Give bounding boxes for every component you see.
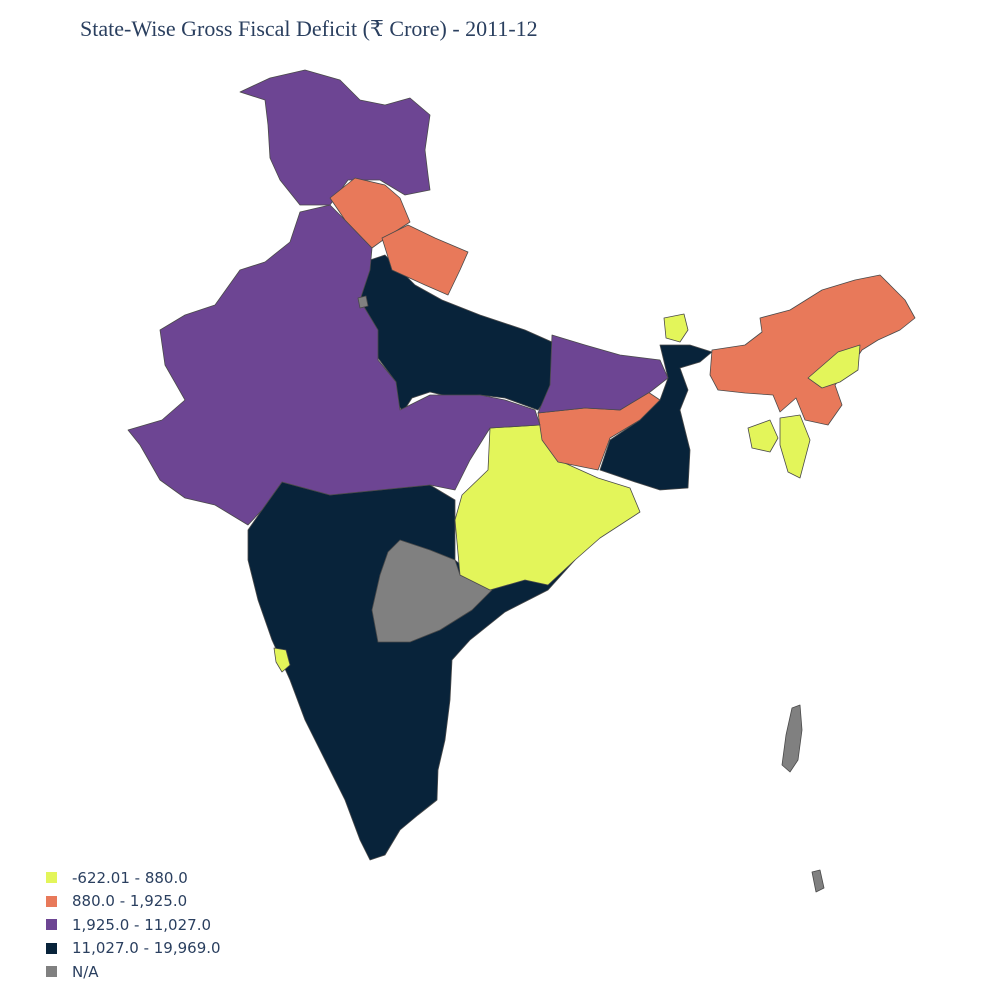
legend-swatch	[46, 872, 57, 884]
state-andaman-nicobar[interactable]	[781, 704, 803, 773]
legend-swatch	[46, 895, 57, 907]
state-jammu-kashmir[interactable]	[239, 69, 431, 206]
state-delhi[interactable]	[357, 295, 369, 309]
legend-item[interactable]: -622.01 - 880.0	[46, 866, 221, 890]
state-telangana[interactable]	[371, 539, 493, 643]
legend-label: 11,027.0 - 19,969.0	[72, 939, 221, 958]
state-northeast-block[interactable]	[709, 274, 916, 426]
state-mizoram[interactable]	[779, 414, 811, 479]
legend-label: -622.01 - 880.0	[72, 868, 188, 887]
state-northwest-block[interactable]	[127, 204, 541, 526]
legend-label: N/A	[72, 962, 99, 981]
legend-item[interactable]: 11,027.0 - 19,969.0	[46, 937, 221, 961]
state-sikkim[interactable]	[663, 313, 689, 343]
legend: -622.01 - 880.0 880.0 - 1,925.0 1,925.0 …	[46, 866, 221, 984]
state-uttarakhand[interactable]	[381, 224, 469, 296]
legend-item[interactable]: N/A	[46, 960, 221, 984]
legend-label: 1,925.0 - 11,027.0	[72, 915, 211, 934]
state-chhattisgarh-odisha[interactable]	[454, 424, 641, 591]
state-nicobar[interactable]	[811, 869, 825, 893]
state-bihar[interactable]	[537, 334, 669, 414]
chart-title: State-Wise Gross Fiscal Deficit (₹ Crore…	[80, 16, 538, 41]
legend-label: 880.0 - 1,925.0	[72, 892, 188, 911]
legend-item[interactable]: 1,925.0 - 11,027.0	[46, 913, 221, 937]
legend-item[interactable]: 880.0 - 1,925.0	[46, 890, 221, 914]
state-nagaland[interactable]	[807, 344, 861, 389]
legend-swatch	[46, 966, 57, 978]
state-west-bengal[interactable]	[599, 344, 713, 491]
legend-swatch	[46, 942, 57, 954]
state-himachal-pradesh[interactable]	[329, 177, 411, 249]
legend-swatch	[46, 919, 57, 931]
state-goa[interactable]	[273, 647, 291, 673]
state-meghalaya[interactable]	[747, 419, 779, 453]
